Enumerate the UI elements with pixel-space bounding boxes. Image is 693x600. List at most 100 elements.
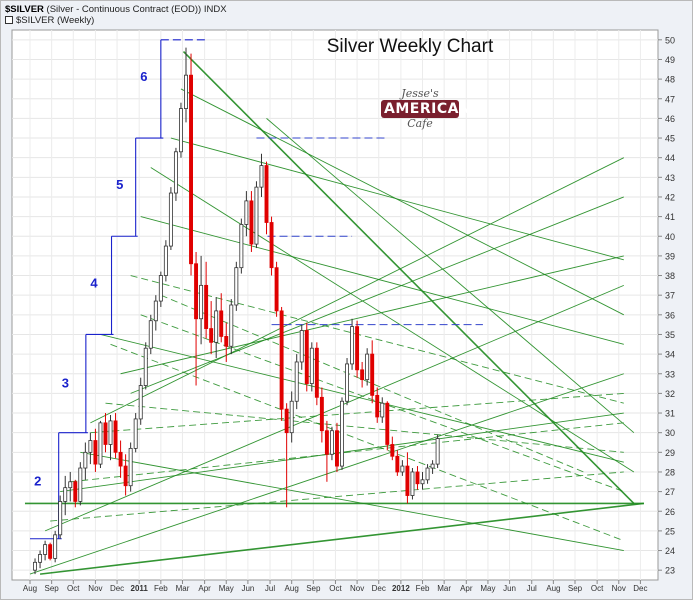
candle-body <box>48 544 53 559</box>
x-tick-label: Mar <box>437 584 451 593</box>
green-trendline <box>100 334 624 463</box>
candle-body <box>254 186 259 245</box>
candle-body <box>360 369 365 381</box>
candle-body <box>289 400 294 434</box>
plot-layer <box>24 39 645 575</box>
legend-swatch-icon <box>5 16 13 25</box>
candle-body <box>365 353 370 381</box>
candle-body <box>430 463 435 469</box>
candle-body <box>58 501 63 536</box>
candle-body <box>163 245 168 276</box>
candle-body <box>309 347 314 384</box>
candle-body <box>63 487 68 502</box>
candle-body <box>179 108 183 153</box>
y-tick-label: 49 <box>665 55 675 65</box>
candle-body <box>38 554 43 563</box>
candle-body <box>435 438 440 465</box>
candle-body <box>173 151 178 194</box>
y-tick-label: 38 <box>665 271 675 281</box>
y-tick-label: 44 <box>665 153 675 163</box>
candle-body <box>168 192 173 247</box>
y-tick-label: 42 <box>665 192 675 202</box>
candle-body <box>143 347 148 386</box>
x-tick-label: Aug <box>23 584 37 593</box>
y-tick-label: 39 <box>665 251 675 261</box>
candle-body <box>284 408 289 434</box>
step-label: 6 <box>140 69 147 84</box>
candle-body <box>83 451 88 469</box>
candle-body <box>395 455 400 473</box>
candle-body <box>199 284 204 320</box>
candle-body <box>68 481 73 489</box>
chart-header: $SILVER (Silver - Continuous Contract (E… <box>5 4 227 15</box>
green-trendline <box>266 118 635 434</box>
y-tick-label: 33 <box>665 369 675 379</box>
x-tick-label: Nov <box>612 584 626 593</box>
x-tick-label: Dec <box>372 584 386 593</box>
candle-body <box>324 430 329 455</box>
candle-body <box>239 224 244 269</box>
x-tick-label: Oct <box>329 584 342 593</box>
green-trendline <box>39 502 645 575</box>
candle-body <box>229 304 234 347</box>
candle-body <box>78 467 83 502</box>
chart-title: Silver Weekly Chart <box>327 36 494 57</box>
x-tick-label: Jul <box>265 584 275 593</box>
y-tick-label: 50 <box>665 35 675 45</box>
candle-body <box>425 467 430 481</box>
candle-body <box>355 326 360 371</box>
candle-body <box>113 420 118 453</box>
green-trendline <box>182 51 635 504</box>
x-tick-label: May <box>219 584 234 593</box>
candle-body <box>375 394 380 418</box>
step-label: 3 <box>62 376 69 391</box>
green-trendline <box>150 167 635 473</box>
candle-body <box>314 347 319 398</box>
green-dashed-trendline <box>90 392 624 434</box>
candle-body <box>259 165 264 188</box>
candle-body <box>128 447 133 487</box>
y-tick-label: 34 <box>665 350 675 360</box>
x-tick-label: Aug <box>285 584 299 593</box>
candle-body <box>73 481 78 502</box>
x-tick-label: Dec <box>633 584 647 593</box>
x-tick-label: Nov <box>88 584 102 593</box>
candle-body <box>88 440 93 453</box>
y-tick-label: 25 <box>665 526 675 536</box>
candle-body <box>98 422 103 465</box>
candle-body <box>405 465 410 496</box>
logo-line-3: Cafe <box>407 117 433 130</box>
x-tick-label: 2011 <box>131 584 149 593</box>
y-tick-label: 26 <box>665 507 675 517</box>
candle-body <box>390 444 395 457</box>
x-tick-label: Jul <box>527 584 537 593</box>
candle-body <box>350 326 355 365</box>
y-tick-label: 47 <box>665 94 675 104</box>
x-tick-label: Feb <box>154 584 168 593</box>
jesses-american-cafe-logo: Jesse's AMERICAN Cafe <box>381 88 471 144</box>
x-tick-label: Aug <box>546 584 560 593</box>
y-tick-label: 48 <box>665 75 675 85</box>
green-trendline <box>120 255 624 375</box>
y-tick-label: 23 <box>665 566 675 576</box>
candle-body <box>244 200 249 225</box>
candle-body <box>123 465 128 487</box>
green-trendline <box>44 284 624 532</box>
symbol-label: $SILVER <box>5 4 44 15</box>
green-dashed-trendline <box>50 471 624 522</box>
x-tick-label: Feb <box>416 584 430 593</box>
y-tick-label: 36 <box>665 310 675 320</box>
x-tick-label: Jun <box>503 584 516 593</box>
candle-body <box>415 471 420 485</box>
green-trendline <box>80 451 624 551</box>
candle-body <box>184 74 188 109</box>
candle-body <box>345 363 349 402</box>
candle-body <box>269 222 274 269</box>
candle-body <box>380 402 385 418</box>
y-tick-label: 37 <box>665 291 675 301</box>
candle-body <box>43 544 48 555</box>
x-tick-label: May <box>480 584 495 593</box>
y-tick-label: 45 <box>665 134 675 144</box>
y-tick-label: 43 <box>665 173 675 183</box>
